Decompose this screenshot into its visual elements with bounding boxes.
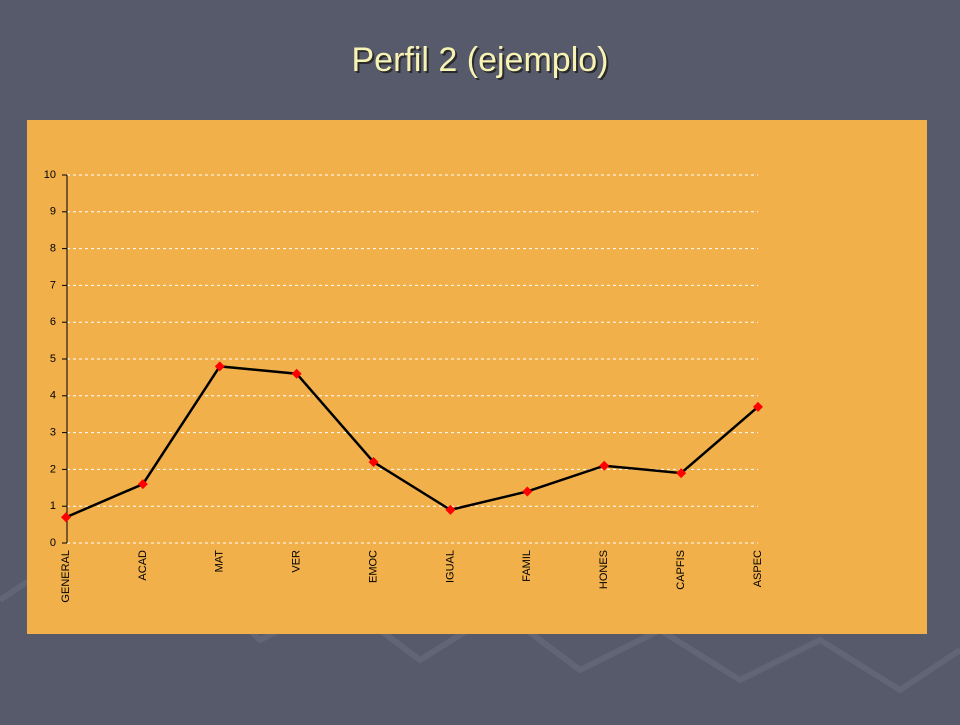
- y-tick-label: 2: [50, 463, 56, 475]
- x-tick-label: FAMIL: [521, 550, 533, 582]
- y-tick-label: 7: [50, 279, 56, 291]
- x-tick-label: IGUAL: [444, 550, 456, 583]
- x-tick-label: MAT: [214, 550, 226, 573]
- y-tick-label: 5: [50, 353, 56, 365]
- x-tick-label: CAPFIS: [675, 550, 687, 590]
- data-point: [599, 460, 610, 471]
- y-tick-label: 10: [44, 169, 56, 181]
- data-line: [65, 365, 759, 519]
- y-tick-label: 3: [50, 427, 56, 439]
- data-point: [676, 468, 687, 479]
- y-tick-label: 6: [50, 316, 56, 328]
- title-shadow: Perfil 2 (ejemplo): [354, 43, 611, 81]
- data-point: [137, 479, 148, 490]
- x-tick-label: ACAD: [137, 550, 149, 581]
- data-point: [61, 512, 71, 523]
- x-tick-label: GENERAL: [60, 550, 72, 603]
- x-tick-label: ASPEC: [752, 550, 764, 587]
- data-point: [291, 368, 302, 379]
- y-tick-label: 4: [50, 390, 56, 402]
- x-tick-label: HONES: [598, 550, 610, 589]
- x-tick-label: EMOC: [367, 550, 379, 583]
- chart-title: Perfil 2 (ejemplo): [352, 41, 609, 79]
- y-tick-label: 1: [50, 500, 56, 512]
- y-tick-label: 8: [50, 243, 56, 255]
- chart-panel: [27, 120, 927, 634]
- data-point: [214, 361, 225, 372]
- data-point: [445, 504, 456, 515]
- y-tick-label: 9: [50, 206, 56, 218]
- data-point: [368, 457, 379, 468]
- data-point: [753, 401, 763, 412]
- data-point: [522, 486, 533, 497]
- y-tick-label: 0: [50, 537, 56, 549]
- x-tick-label: VER: [291, 550, 303, 573]
